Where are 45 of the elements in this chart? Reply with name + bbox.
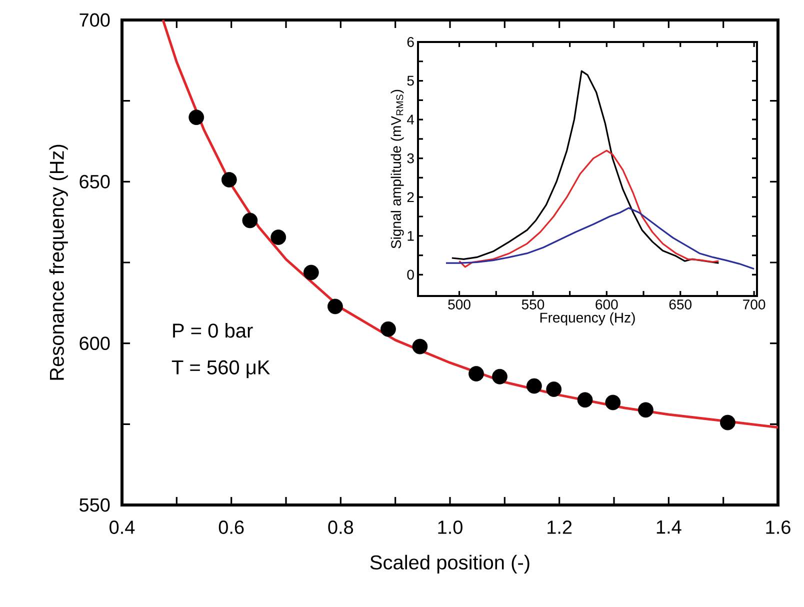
point: [303, 264, 319, 280]
y-tick-label: 2: [407, 192, 414, 202]
x-tick-label: 600: [596, 300, 618, 310]
point: [492, 368, 508, 384]
x-axis-title: Scaled position (-): [370, 554, 530, 574]
point: [638, 402, 654, 418]
x-tick-label: 1.0: [438, 520, 462, 534]
x-tick-label: 500: [448, 300, 470, 310]
point: [468, 366, 484, 382]
y-tick-label: 4: [407, 114, 414, 124]
point: [546, 382, 562, 397]
point: [412, 338, 428, 354]
x-tick-label: 1.6: [766, 520, 790, 534]
y-tick-label: 1: [408, 231, 414, 241]
y-tick-label: 600: [80, 336, 110, 350]
annotation: T = 560 μK: [172, 360, 270, 378]
y-tick-label: 700: [80, 13, 110, 27]
y-tick-label: 0: [407, 270, 414, 280]
y-tick-label: 5: [407, 76, 414, 86]
x-tick-label: 1.2: [548, 520, 572, 534]
point: [605, 394, 621, 410]
x-tick-label: 700: [743, 300, 766, 310]
y-tick-label: 650: [80, 174, 110, 188]
x-tick-label: 650: [669, 300, 692, 310]
point: [720, 414, 736, 430]
x-tick-label: 1.4: [656, 520, 682, 534]
point: [380, 321, 396, 337]
point: [577, 392, 593, 408]
y-axis-title: Resonance frequency (Hz): [49, 144, 68, 380]
annotation: P = 0 bar: [173, 323, 253, 338]
y-tick-label: 3: [407, 153, 414, 164]
point: [221, 172, 237, 188]
x-tick-label: 550: [522, 300, 544, 310]
point: [188, 110, 204, 126]
point: [270, 230, 286, 245]
y-tick-label: 6: [407, 37, 414, 47]
x-axis-title: Frequency (Hz): [540, 312, 635, 326]
x-tick-label: 0.6: [218, 520, 244, 534]
point: [526, 378, 542, 394]
x-tick-label: 0.4: [110, 520, 135, 534]
point: [242, 212, 258, 228]
y-axis-title: Signal amplitude (mV$_{RMS}$): [390, 90, 404, 248]
y-tick-label: 550: [80, 498, 110, 512]
point: [328, 298, 343, 314]
x-tick-label: 0.8: [328, 520, 354, 534]
